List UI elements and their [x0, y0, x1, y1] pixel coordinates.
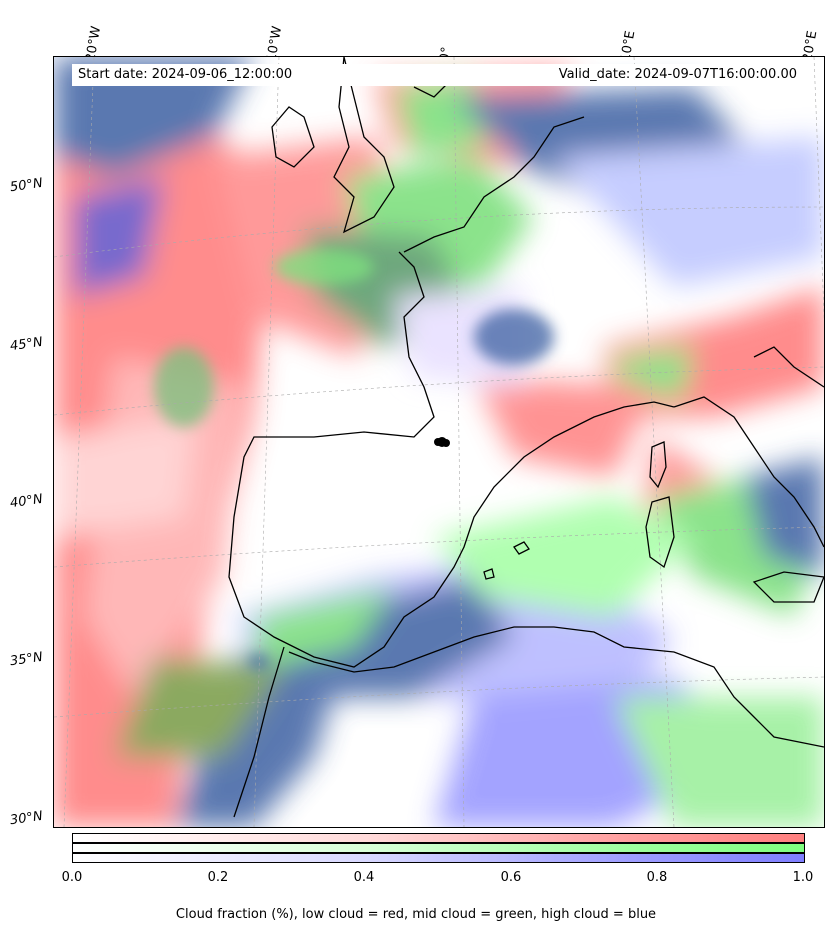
- colorbar-tick-2: 0.4: [353, 870, 375, 885]
- cloud-map-svg: [54, 57, 824, 827]
- colorbar-low-cloud: [72, 833, 805, 843]
- coast-adriatic: [753, 346, 824, 388]
- coast-ibiza: [483, 568, 495, 580]
- lat-label-50n: 50°N: [9, 175, 44, 196]
- coast-iberia-france: [228, 251, 675, 668]
- lat-label-45n: 45°N: [9, 334, 44, 355]
- colorbar-high-cloud: [72, 853, 805, 863]
- colorbar-mid-cloud: [72, 843, 805, 853]
- lat-label-40n: 40°N: [9, 491, 44, 512]
- graticule: [54, 57, 824, 827]
- cloud-details: [154, 249, 554, 670]
- coastlines: [228, 57, 824, 818]
- lat-label-35n: 35°N: [9, 649, 44, 670]
- coast-italy-west: [673, 396, 824, 548]
- coast-sardinia: [645, 496, 675, 569]
- marker-cluster[interactable]: [434, 437, 450, 447]
- date-info-bar: Start date: 2024-09-06_12:00:00 Valid_da…: [72, 64, 803, 86]
- colorbar-caption: Cloud fraction (%), low cloud = red, mid…: [175, 907, 657, 922]
- coast-ireland: [271, 106, 315, 168]
- colorbar-tick-5: 1.0: [792, 870, 814, 885]
- start-date-label: Start date: 2024-09-06_12:00:00: [78, 67, 293, 82]
- coast-north-africa: [288, 626, 824, 748]
- colorbar-tick-0: 0.0: [61, 870, 83, 885]
- colorbar-tick-4: 0.8: [646, 870, 668, 885]
- cloud-fields: [54, 57, 824, 827]
- lat-label-30n: 30°N: [9, 808, 44, 829]
- coast-sicily: [752, 571, 824, 603]
- coast-corsica: [649, 441, 667, 489]
- coast-morocco-atlantic: [233, 646, 285, 818]
- coast-north-france: [403, 116, 585, 253]
- colorbar-tick-1: 0.2: [207, 870, 229, 885]
- coast-britain: [333, 57, 395, 234]
- colorbar-tick-3: 0.6: [500, 870, 522, 885]
- coast-mallorca: [513, 541, 530, 555]
- valid-date-label: Valid_date: 2024-09-07T16:00:00.00: [558, 67, 797, 82]
- cloud-map[interactable]: [53, 56, 825, 828]
